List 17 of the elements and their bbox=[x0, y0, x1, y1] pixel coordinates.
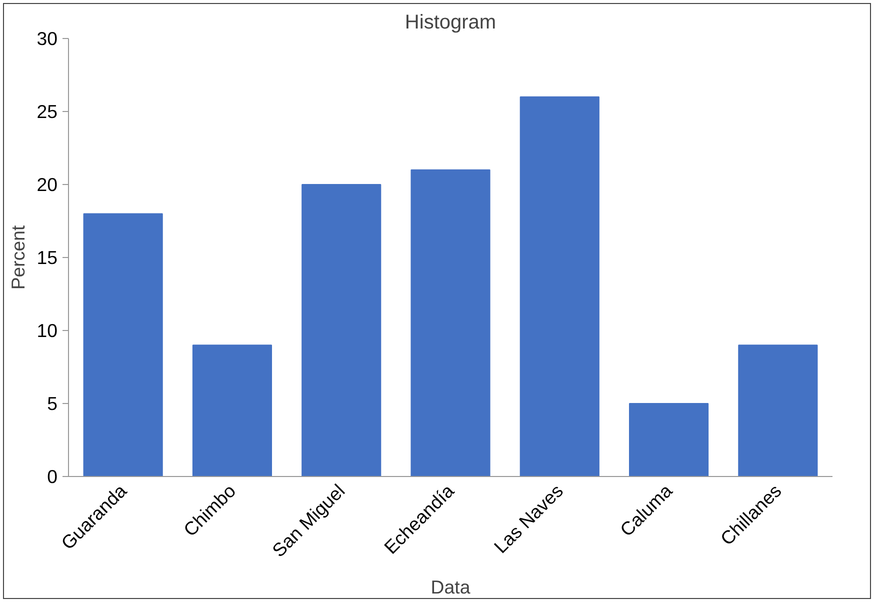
bar bbox=[192, 344, 272, 476]
bar bbox=[738, 344, 818, 476]
bar bbox=[628, 403, 709, 476]
bar bbox=[302, 184, 382, 476]
bar bbox=[83, 213, 163, 476]
bar bbox=[410, 169, 490, 476]
bar bbox=[520, 96, 600, 476]
y-tick-label: 5 bbox=[47, 393, 58, 414]
y-tick-label: 20 bbox=[36, 174, 58, 195]
x-axis-title: Data bbox=[430, 576, 471, 598]
y-tick-label: 15 bbox=[36, 247, 58, 268]
y-axis-title: Percent bbox=[8, 224, 29, 290]
y-tick-label: 25 bbox=[36, 101, 58, 122]
y-tick-label: 30 bbox=[36, 28, 58, 49]
y-tick-label: 0 bbox=[47, 466, 58, 487]
y-tick-label: 10 bbox=[36, 320, 58, 341]
chart-title: Histogram bbox=[404, 12, 496, 34]
